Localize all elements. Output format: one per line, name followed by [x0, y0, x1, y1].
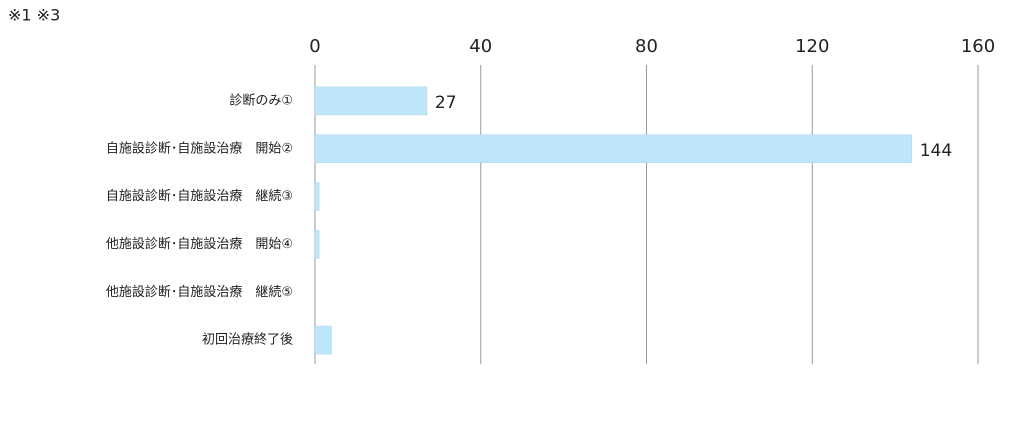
bar — [314, 230, 320, 259]
y-tick-label: 自施設診断･自施設治療 継続③ — [106, 188, 293, 204]
annotation: ※1 ※3 — [8, 6, 60, 25]
y-tick-label: 診断のみ① — [229, 92, 293, 108]
y-tick-label: 他施設診断･自施設治療 継続⑤ — [106, 284, 293, 300]
bar — [314, 134, 912, 163]
x-tick-label: 160 — [961, 36, 995, 57]
bar — [314, 325, 332, 355]
x-tick-label: 120 — [795, 36, 829, 57]
x-tick-label: 80 — [635, 36, 658, 57]
bar — [314, 86, 428, 116]
y-tick-label: 初回治療終了後 — [202, 332, 293, 348]
y-tick-label: 自施設診断･自施設治療 開始② — [106, 140, 293, 156]
y-tick-label: 他施設診断･自施設治療 開始④ — [106, 236, 293, 252]
x-tick-label: 40 — [469, 36, 492, 57]
bar — [314, 182, 320, 211]
value-label: 144 — [920, 141, 952, 161]
value-label: 27 — [435, 93, 457, 113]
x-tick-label: 0 — [309, 36, 320, 57]
